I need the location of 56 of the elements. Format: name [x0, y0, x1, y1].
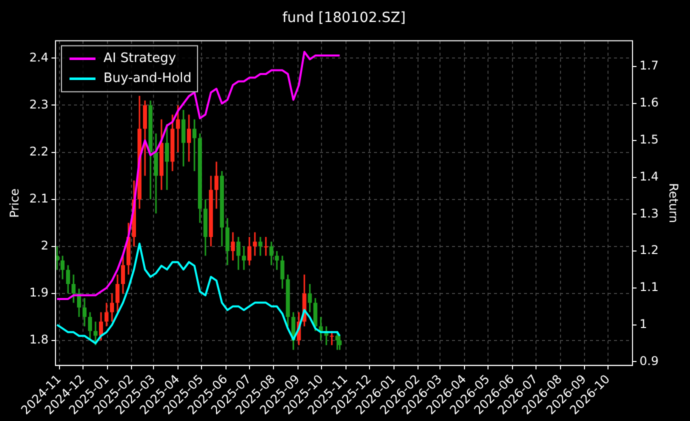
candlestick — [269, 240, 274, 266]
y-tick-label: 1.9 — [29, 286, 48, 300]
candlestick — [247, 236, 252, 266]
candlestick — [258, 236, 262, 257]
y2-tick-label: 1 — [640, 316, 648, 331]
candlestick — [60, 255, 65, 280]
y-tick-label: 2.3 — [29, 97, 48, 112]
y-tick-label: 1.8 — [29, 332, 48, 347]
candlestick — [214, 160, 218, 210]
candlestick — [242, 246, 246, 271]
candlestick — [82, 297, 87, 328]
y-tick-label: 2.2 — [29, 144, 48, 158]
candlestick — [154, 132, 158, 214]
candlestick — [338, 334, 342, 351]
candlestick — [225, 217, 230, 266]
candlestick — [142, 100, 147, 177]
candlestick — [264, 236, 268, 257]
candlestick — [313, 297, 318, 332]
candlestick — [236, 236, 240, 271]
y2-tick-label: 1.2 — [640, 243, 659, 258]
candlestick — [94, 320, 98, 346]
y2-tick-label: 1.6 — [640, 96, 659, 110]
y2-tick-label: 1.7 — [640, 58, 659, 73]
legend-label: AI Strategy — [103, 51, 176, 66]
candlestick — [72, 274, 76, 304]
candlestick — [308, 283, 312, 313]
y-tick-label: 2 — [40, 238, 48, 252]
candlestick — [88, 311, 92, 342]
legend-label: Buy-and-Hold — [103, 71, 192, 86]
y2-axis-title: Return — [666, 183, 681, 223]
candlestick — [230, 231, 235, 262]
candlestick — [110, 292, 114, 322]
y-tick-label: 2.1 — [29, 191, 48, 206]
candlestick — [104, 302, 109, 328]
candlestick — [164, 123, 169, 191]
candlestick — [280, 255, 284, 290]
candlestick — [116, 274, 120, 313]
candlestick — [181, 109, 186, 168]
candlestick — [99, 311, 104, 342]
candlestick — [335, 330, 340, 351]
candlestick — [330, 330, 334, 346]
candlestick — [252, 231, 257, 257]
candlestick — [186, 114, 191, 162]
y-tick-label: 2.4 — [29, 50, 48, 64]
candlestick — [121, 255, 125, 294]
y2-tick-label: 1.1 — [640, 280, 659, 294]
candlestick — [66, 264, 70, 294]
candlestick — [192, 118, 196, 172]
candlestick — [176, 104, 180, 154]
y-axis-title: Price — [7, 188, 22, 218]
y2-tick-label: 0.9 — [640, 354, 659, 368]
candlestick — [274, 250, 279, 271]
chart-title: fund [180102.SZ] — [282, 10, 406, 26]
y2-tick-label: 1.5 — [640, 132, 659, 147]
y2-tick-label: 1.3 — [640, 206, 659, 220]
y2-tick-label: 1.4 — [640, 169, 659, 184]
